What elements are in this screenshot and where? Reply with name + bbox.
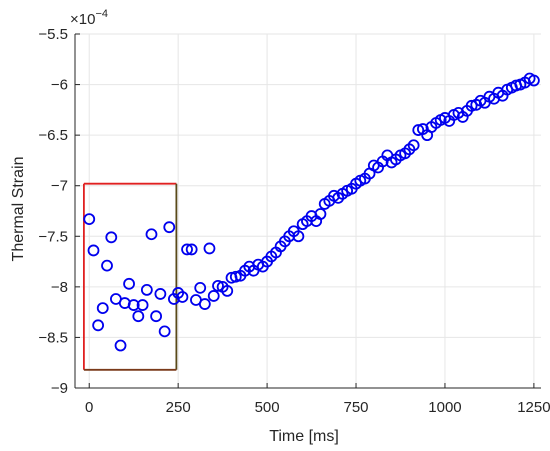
x-tick-label: 500	[255, 399, 280, 416]
data-point	[127, 299, 140, 311]
data-point	[185, 243, 198, 256]
x-tick-label: 250	[166, 399, 191, 416]
axes	[74, 33, 541, 389]
data-point	[221, 285, 234, 297]
data-point	[229, 270, 242, 283]
data-point	[163, 221, 176, 234]
y-axis-exponent: ×10−4	[70, 8, 108, 28]
x-tick-label: 750	[344, 399, 369, 416]
y-tick-label: −9	[51, 380, 68, 397]
data-point	[140, 283, 153, 296]
y-tick-label: −8.5	[38, 329, 68, 346]
data-point	[105, 231, 118, 244]
data-point	[465, 99, 478, 112]
data-point	[92, 319, 105, 332]
data-point	[114, 339, 127, 352]
data-point	[158, 325, 171, 338]
y-tick-label: −5.5	[38, 26, 68, 43]
data-points	[83, 72, 540, 352]
data-point	[96, 302, 109, 314]
data-point	[101, 259, 113, 272]
data-point	[181, 243, 193, 256]
data-point	[150, 310, 163, 323]
x-tick-label: 1000	[428, 399, 461, 416]
data-point	[87, 244, 100, 257]
y-tick-labels: −9 −8.5 −8 −7.5 −7 −6.5 −6 −5.5	[38, 26, 68, 397]
data-point	[123, 277, 135, 290]
data-point	[527, 74, 540, 87]
data-point	[194, 281, 207, 294]
x-axis-label: Time [ms]	[269, 428, 339, 445]
data-point	[198, 298, 211, 310]
data-point	[176, 291, 189, 303]
data-point	[292, 230, 305, 243]
y-tick-label: −7	[51, 178, 68, 195]
data-point	[145, 228, 158, 241]
y-tick-label: −6.5	[38, 127, 68, 144]
data-point	[207, 290, 220, 302]
data-point	[314, 208, 327, 220]
highlight-box-layer	[82, 182, 178, 371]
data-point	[154, 288, 167, 300]
y-axis-label: Thermal Strain	[10, 157, 27, 262]
grid-lines	[75, 33, 541, 389]
data-point	[412, 124, 425, 136]
y-axis-exponent-base: ×10	[70, 11, 95, 28]
x-tick-label: 1250	[517, 399, 550, 416]
y-tick-label: −8	[51, 279, 68, 296]
data-point	[212, 279, 224, 292]
data-point	[203, 242, 216, 255]
y-axis-exponent-power: −4	[95, 8, 108, 20]
data-point	[407, 139, 420, 152]
data-point	[83, 213, 96, 225]
y-tick-label: −6	[51, 77, 68, 94]
data-point	[132, 310, 145, 323]
x-tick-labels: 0 250 500 750 1000 1250	[85, 399, 550, 416]
data-point	[136, 299, 149, 311]
y-tick-label: −7.5	[38, 228, 68, 245]
x-tick-label: 0	[85, 399, 93, 416]
